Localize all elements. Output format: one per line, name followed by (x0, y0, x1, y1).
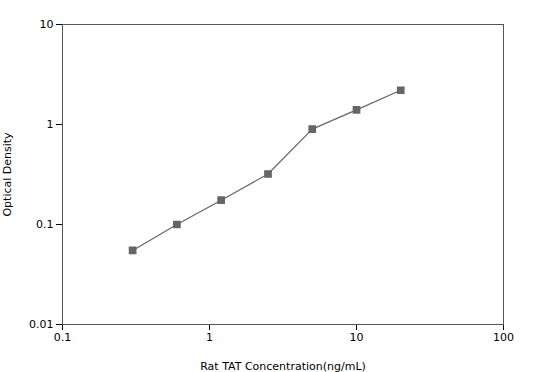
svg-text:Rat TAT Concentration(ng/mL): Rat TAT Concentration(ng/mL) (200, 360, 366, 372)
svg-text:0.1: 0.1 (54, 331, 72, 344)
svg-text:Optical Density: Optical Density (1, 132, 14, 217)
svg-text:1: 1 (206, 331, 213, 344)
svg-text:10: 10 (350, 331, 364, 344)
svg-text:0.1: 0.1 (36, 218, 54, 231)
svg-text:100: 100 (493, 331, 514, 344)
svg-text:10: 10 (40, 18, 54, 31)
svg-text:0.01: 0.01 (29, 318, 54, 331)
svg-text:1: 1 (47, 118, 54, 131)
